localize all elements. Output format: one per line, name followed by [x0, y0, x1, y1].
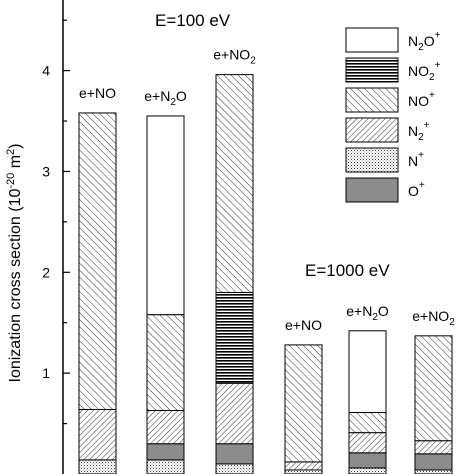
- bar-segment-4-noplus: [284, 344, 323, 463]
- bar-segment-2-nplus: [146, 459, 185, 474]
- bar-segment-3-nplus: [215, 463, 254, 474]
- legend-swatch-oplus: [345, 177, 399, 203]
- bar-segment-3-no2plus: [215, 291, 254, 384]
- y-tick-label: 1: [42, 365, 50, 381]
- legend: N2O+ NO2+ NO+ N2+ N+ O+: [345, 27, 441, 203]
- legend-label-no2plus: NO2+: [408, 60, 441, 83]
- legend-label-n2oplus: N2O+: [408, 30, 441, 53]
- bar-segment-6-oplus: [414, 453, 453, 471]
- legend-swatch-no2plus: [345, 57, 399, 83]
- bars-layer: [78, 74, 453, 474]
- category-label-4: e+NO: [285, 317, 322, 333]
- group-label-2: E=1000 eV: [305, 261, 390, 280]
- axes-layer: [62, 0, 70, 474]
- bar-segment-1-noplus: [78, 112, 117, 410]
- labels-layer: e+NO e+N2O e+NO2 e+NO e+N2O e+NO2 1 2 3 4 Ionizati…: [5, 11, 455, 383]
- legend-swatch-n2oplus: [345, 27, 399, 53]
- bar-segment-2-noplus: [146, 314, 185, 411]
- bar-segment-3-n2plus: [215, 382, 254, 445]
- bar-segment-3-noplus: [215, 74, 254, 293]
- bar-segment-3-oplus: [215, 443, 254, 465]
- bar-segment-1-nplus: [78, 459, 117, 474]
- y-tick-label: 2: [42, 264, 50, 280]
- legend-label-nplus: N+: [408, 150, 424, 169]
- legend-label-n2plus: N2+: [408, 120, 430, 143]
- bar-segment-5-n2oplus: [348, 330, 387, 413]
- category-label-2: e+N2O: [144, 88, 187, 108]
- legend-swatch-noplus: [345, 87, 399, 113]
- bar-segment-1-n2plus: [78, 408, 117, 461]
- group-label-1: E=100 eV: [155, 11, 231, 30]
- bar-segment-5-n2plus: [348, 432, 387, 454]
- bar-segment-4-nplus: [284, 469, 323, 474]
- bar-segment-2-oplus: [146, 443, 185, 461]
- bar-segment-4-n2plus: [284, 461, 323, 471]
- legend-swatch-nplus: [345, 147, 399, 173]
- y-tick-label: 4: [42, 63, 50, 79]
- bar-segment-5-noplus: [348, 411, 387, 434]
- y-tick-label: 3: [42, 163, 50, 179]
- legend-swatch-n2plus: [345, 117, 399, 143]
- bar-segment-6-n2plus: [414, 440, 453, 455]
- category-label-5: e+N2O: [346, 303, 389, 323]
- bar-segment-5-nplus: [348, 467, 387, 474]
- category-label-1: e+NO: [79, 85, 116, 101]
- bar-segment-6-noplus: [414, 335, 453, 442]
- legend-label-oplus: O+: [408, 180, 425, 199]
- y-axis-label: Ionization cross section (10-20 m2): [5, 143, 24, 382]
- bar-segment-5-oplus: [348, 452, 387, 469]
- category-label-6: e+NO2: [412, 308, 455, 328]
- bar-segment-2-n2oplus: [146, 115, 185, 316]
- bar-segment-6-nplus: [414, 469, 453, 474]
- category-label-3: e+NO2: [213, 47, 256, 67]
- bar-segment-2-n2plus: [146, 409, 185, 445]
- legend-label-noplus: NO+: [408, 90, 435, 109]
